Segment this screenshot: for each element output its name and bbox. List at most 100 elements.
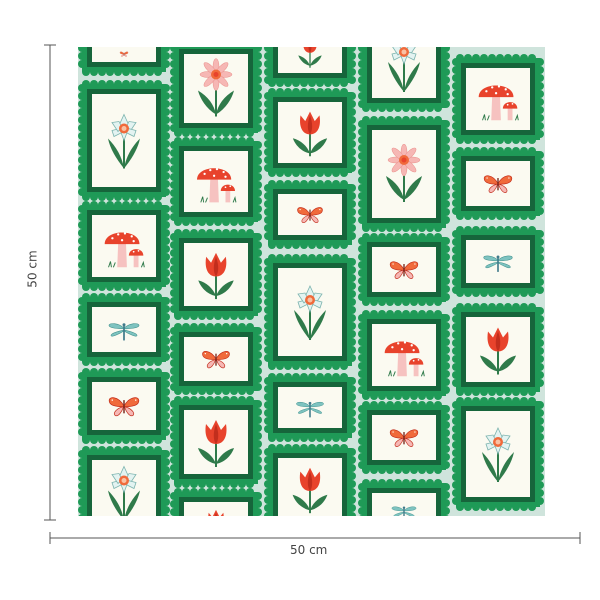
scallop (536, 323, 544, 331)
scallop (170, 157, 178, 165)
scallop (300, 526, 308, 534)
scallop (456, 136, 464, 144)
scallop (264, 156, 272, 164)
scallop (358, 47, 366, 52)
scalloped-edge (358, 233, 450, 306)
scallop (78, 474, 86, 482)
scallop (472, 397, 480, 405)
scallop (174, 312, 182, 320)
stamp-dragonfly (78, 293, 170, 366)
scalloped-edge (358, 401, 450, 474)
scallop (348, 480, 356, 488)
scallop (214, 387, 222, 395)
scallop (348, 232, 356, 240)
scallop (358, 338, 366, 346)
scalloped-edge (264, 16, 356, 87)
scallop (536, 355, 544, 363)
scallop (78, 313, 86, 321)
scallop (348, 36, 356, 44)
scallop (426, 233, 434, 241)
stamp-butterfly (78, 368, 170, 444)
scallop (480, 503, 488, 511)
scallop (264, 448, 272, 456)
scallop (452, 457, 460, 465)
scallop (214, 396, 222, 404)
scallop (348, 124, 356, 132)
scallop (191, 47, 197, 48)
scallop (536, 207, 544, 215)
scallop (452, 433, 460, 441)
scallop (170, 165, 178, 173)
scallop (114, 368, 122, 376)
scallop (536, 278, 544, 286)
scallop (536, 473, 544, 481)
scallop (452, 363, 460, 371)
scallop (452, 497, 460, 505)
scallop (426, 310, 434, 318)
scallop (528, 147, 536, 155)
scallop (138, 446, 146, 454)
scallop (442, 461, 450, 469)
scallop (162, 506, 170, 514)
scallop (472, 226, 480, 234)
scallop (114, 32, 122, 40)
scallop (324, 373, 332, 381)
scallop (264, 108, 272, 116)
scallop (442, 405, 450, 413)
scallop (348, 409, 356, 417)
scallop (348, 200, 356, 208)
scallop (308, 88, 316, 96)
scallop (190, 556, 198, 564)
scallop (394, 479, 402, 487)
scallop (536, 363, 544, 371)
scallop (162, 36, 170, 44)
scallop (308, 16, 316, 24)
scallop (308, 434, 316, 442)
scallop (536, 417, 544, 425)
scallop (170, 76, 178, 84)
scallop (182, 396, 190, 404)
scallop (264, 472, 272, 480)
scallop (464, 303, 472, 311)
scallop (162, 253, 170, 261)
scalloped-edge (452, 147, 544, 220)
scalloped-edge (170, 396, 262, 488)
scallop (536, 457, 544, 465)
scallop (254, 68, 262, 76)
scallop (452, 449, 460, 457)
scallop (472, 212, 480, 220)
scallop (442, 128, 450, 136)
scallop (78, 458, 86, 466)
scallop (106, 193, 114, 201)
scallop (442, 354, 450, 362)
scallop (82, 283, 90, 291)
scallop (292, 254, 300, 262)
scallop (130, 293, 138, 301)
scallop (358, 322, 366, 330)
scallop (78, 253, 86, 261)
scallop (358, 405, 366, 413)
stamp-butterfly (78, 32, 170, 76)
scallop (78, 329, 86, 337)
scallop (442, 176, 450, 184)
stamp-butterfly (452, 147, 544, 220)
scallop (170, 524, 178, 532)
scallop (348, 338, 356, 346)
scallop (190, 229, 198, 237)
scallop (386, 104, 394, 112)
scallop (98, 436, 106, 444)
scallop (520, 136, 528, 144)
scallop (340, 79, 348, 87)
scallop (222, 129, 230, 137)
scallop (254, 213, 262, 221)
scallop (162, 52, 170, 60)
scallop (146, 293, 154, 301)
scallop (78, 490, 86, 498)
scallop (456, 503, 464, 511)
stamp-daffodil (78, 446, 170, 516)
scallop (332, 16, 340, 24)
scallop (410, 298, 418, 306)
scallop (324, 362, 332, 370)
scallop (170, 343, 178, 351)
scalloped-edge (358, 116, 450, 232)
